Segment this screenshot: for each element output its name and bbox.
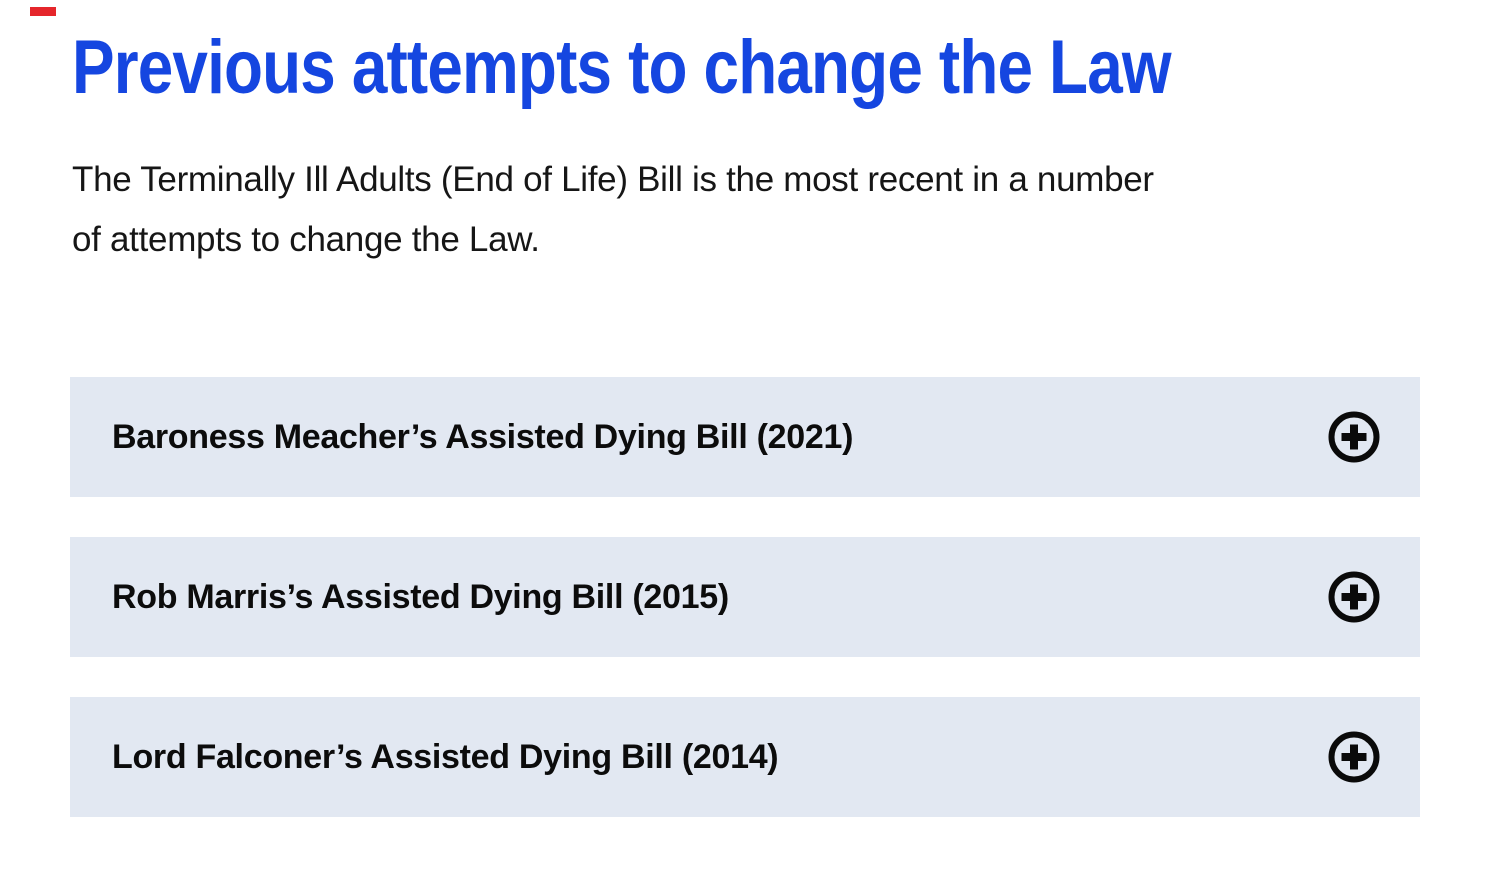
plus-circle-icon[interactable] [1328, 571, 1380, 623]
plus-circle-icon[interactable] [1328, 731, 1380, 783]
red-mark [30, 7, 56, 16]
page-title: Previous attempts to change the Law [72, 25, 1172, 110]
accordion-item-title: Rob Marris’s Assisted Dying Bill (2015) [112, 577, 729, 616]
accordion-item-title: Baroness Meacher’s Assisted Dying Bill (… [112, 417, 854, 456]
accordion-item-rob-marris[interactable]: Rob Marris’s Assisted Dying Bill (2015) [70, 537, 1420, 657]
intro-line-2: of attempts to change the Law. [72, 220, 540, 259]
plus-circle-icon[interactable] [1328, 411, 1380, 463]
intro-line-1: The Terminally Ill Adults (End of Life) … [72, 160, 1154, 199]
accordion-item-baroness-meacher[interactable]: Baroness Meacher’s Assisted Dying Bill (… [70, 377, 1420, 497]
intro-paragraph: The Terminally Ill Adults (End of Life) … [72, 150, 1420, 270]
previous-attempts-section: Previous attempts to change the Law The … [70, 25, 1420, 817]
accordion-list: Baroness Meacher’s Assisted Dying Bill (… [70, 377, 1420, 817]
accordion-item-title: Lord Falconer’s Assisted Dying Bill (201… [112, 737, 779, 776]
accordion-item-lord-falconer[interactable]: Lord Falconer’s Assisted Dying Bill (201… [70, 697, 1420, 817]
